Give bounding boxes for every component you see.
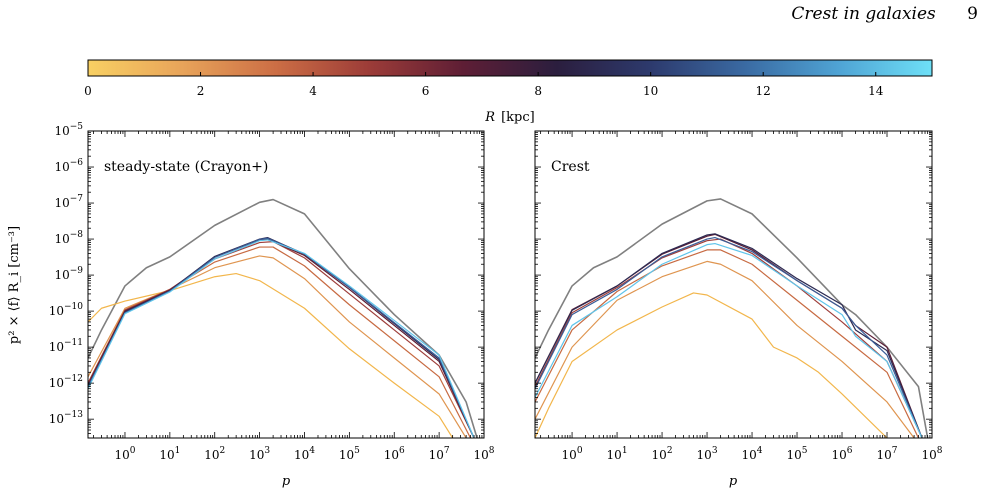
tick-label: 108 <box>473 446 494 462</box>
colorbar-tick-label: 0 <box>84 84 92 98</box>
tick-label: 106 <box>384 446 405 462</box>
tick-label: 108 <box>921 446 942 462</box>
series-line <box>88 255 467 438</box>
panel-crest: 100 101 102 103 104 105 106 107 108 Crest p <box>534 130 943 489</box>
tick-label: 104 <box>742 446 763 462</box>
tick-label: 102 <box>652 446 673 462</box>
colorbar-tick-label: 4 <box>309 84 317 98</box>
series-line <box>535 233 923 438</box>
series-line <box>88 237 475 438</box>
series-line <box>535 242 923 438</box>
tick-label: 10−12 <box>49 374 83 390</box>
colorbar-ticks: 0 2 4 6 8 10 12 14 <box>84 72 884 98</box>
series-line <box>535 198 929 438</box>
series-line <box>535 236 923 438</box>
tick-label: 10−6 <box>54 158 83 174</box>
series-line <box>535 260 915 438</box>
series-line <box>88 246 472 438</box>
tick-label: 101 <box>159 446 180 462</box>
panel-steady-state: 100 101 102 103 104 105 106 107 108 10−5 10−6 10−7 1… <box>49 122 495 489</box>
tick-label: 10−9 <box>54 266 83 282</box>
panel-steady-state-label: steady-state (Crayon+) <box>104 159 268 175</box>
series-line <box>535 292 888 438</box>
colorbar-tick-label: 10 <box>643 84 658 98</box>
panel-steady-state-lines <box>88 198 478 438</box>
colorbar-tick-label: 14 <box>868 84 884 98</box>
tick-label: 100 <box>562 446 583 462</box>
colorbar-label: R [kpc] <box>484 110 534 125</box>
series-line <box>535 249 920 438</box>
colorbar-gradient <box>87 59 933 77</box>
tick-label: 10−13 <box>49 410 84 426</box>
tick-label: 10−7 <box>54 194 83 210</box>
colorbar-tick-label: 2 <box>197 84 205 98</box>
tick-label: 102 <box>204 446 225 462</box>
tick-label: 105 <box>787 446 808 462</box>
panel-steady-state-frame <box>87 130 485 439</box>
tick-label: 10−10 <box>49 302 84 318</box>
colorbar-tick-label: 6 <box>422 84 430 98</box>
tick-label: 104 <box>294 446 315 462</box>
colorbar: 0 2 4 6 8 10 12 14 R [kpc] <box>84 59 933 125</box>
page-header: Crest in galaxies 9 <box>791 4 978 24</box>
tick-label: 10−8 <box>54 230 83 246</box>
tick-label: 103 <box>697 446 718 462</box>
tick-label: 10−11 <box>49 338 83 354</box>
running-title: Crest in galaxies <box>791 4 936 24</box>
panel-crest-label: Crest <box>551 159 590 175</box>
tick-label: 103 <box>249 446 270 462</box>
panel-crest-lines <box>535 198 929 438</box>
series-line <box>88 198 478 438</box>
colorbar-tick-label: 12 <box>756 84 771 98</box>
colorbar-tick-label: 8 <box>534 84 542 98</box>
tick-label: 10−5 <box>54 122 83 138</box>
series-line <box>88 272 454 438</box>
y-axis-label: p² × ⟨f⟩ R_i [cm⁻³] <box>7 226 22 344</box>
tick-label: 107 <box>877 446 898 462</box>
tick-label: 101 <box>607 446 628 462</box>
tick-label: 105 <box>339 446 360 462</box>
tick-label: 106 <box>832 446 853 462</box>
tick-label: 107 <box>429 446 450 462</box>
panel-crest-xlabel: p <box>729 474 738 489</box>
series-line <box>535 233 923 438</box>
page-number: 9 <box>967 4 978 24</box>
panel-steady-state-xlabel: p <box>282 474 291 489</box>
series-line <box>88 239 475 438</box>
panel-crest-frame <box>534 130 933 439</box>
tick-label: 100 <box>114 446 135 462</box>
